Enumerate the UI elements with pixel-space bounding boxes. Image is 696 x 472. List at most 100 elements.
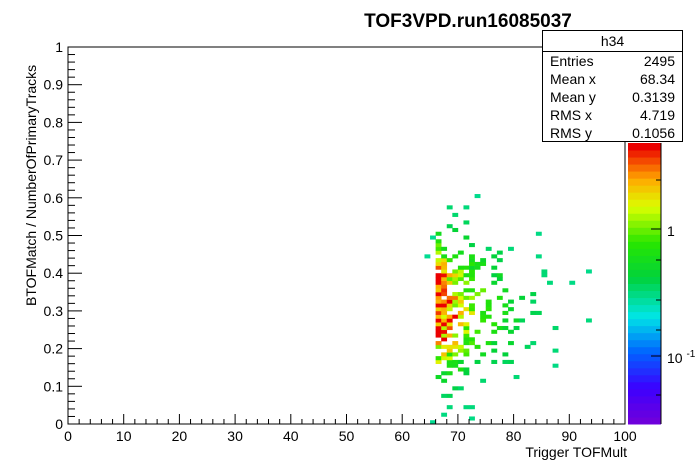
colorbar-swatch xyxy=(628,150,661,158)
heatmap-cell xyxy=(480,318,487,323)
heatmap-cell xyxy=(535,231,542,236)
x-tick-label: 20 xyxy=(172,428,188,444)
colorbar-swatch xyxy=(628,290,661,299)
colorbar-swatch xyxy=(628,276,661,284)
heatmap-cell xyxy=(485,314,492,319)
heatmap-cell xyxy=(480,378,487,383)
heatmap-cell xyxy=(480,258,487,263)
heatmap-cell xyxy=(463,341,470,346)
heatmap-cell xyxy=(469,269,475,274)
heatmap-cell xyxy=(435,341,442,346)
heatmap-cell xyxy=(463,352,470,357)
heatmap-cell xyxy=(435,261,442,266)
heatmap-cell xyxy=(463,329,470,334)
heatmap-cell xyxy=(508,341,514,346)
stats-row-entries: Entries 2495 xyxy=(543,52,682,70)
heatmap-cell xyxy=(446,280,453,285)
heatmap-cell xyxy=(446,314,453,319)
heatmap-cell xyxy=(435,318,442,323)
heatmap-cell xyxy=(502,325,509,331)
heatmap-cell xyxy=(441,246,448,251)
colorbar-swatch xyxy=(628,213,661,221)
heatmap-cell xyxy=(441,273,448,278)
stats-row-rms-x: RMS x 4.719 xyxy=(543,106,682,124)
heatmap-cell xyxy=(452,303,459,308)
colorbar-swatch xyxy=(628,185,661,193)
heatmap-cell xyxy=(508,299,514,304)
heatmap-cell xyxy=(491,329,498,334)
heatmap-cell xyxy=(446,352,453,357)
colorbar-swatch xyxy=(628,192,661,200)
heatmap-cell xyxy=(452,363,459,368)
heatmap-cell xyxy=(446,295,453,300)
heatmap-cell xyxy=(452,333,459,338)
heatmap-cell xyxy=(441,265,448,270)
heatmap-cell xyxy=(496,276,503,282)
heatmap-cell xyxy=(491,348,498,353)
x-tick-label: 60 xyxy=(394,428,410,444)
stats-value: 0.3139 xyxy=(632,89,675,105)
colorbar-swatch xyxy=(628,304,661,313)
heatmap-cell xyxy=(469,295,475,300)
heatmap-cell xyxy=(463,322,470,327)
colorbar-swatch xyxy=(628,409,661,418)
heatmap-cell xyxy=(485,303,492,308)
heatmap-cell xyxy=(508,307,514,312)
heatmap-cell xyxy=(452,341,459,346)
heatmap-cell xyxy=(441,393,448,398)
colorbar-swatch xyxy=(628,206,661,214)
heatmap-cell xyxy=(463,205,470,210)
heatmap-cell xyxy=(480,261,487,266)
heatmap-cell xyxy=(569,280,576,285)
heatmap-cell xyxy=(552,325,559,331)
colorbar-swatch xyxy=(628,297,661,306)
stats-value: 68.34 xyxy=(639,71,675,87)
heatmap-cell xyxy=(552,348,559,353)
heatmap-cell xyxy=(485,341,492,346)
heatmap-cells xyxy=(424,194,592,425)
heatmap-cell xyxy=(463,337,470,342)
heatmap-cell xyxy=(469,310,475,315)
heatmap-cell xyxy=(441,314,448,319)
heatmap-cell xyxy=(496,258,503,263)
x-tick-label: 10 xyxy=(116,428,132,444)
heatmap-cell xyxy=(469,261,475,266)
heatmap-cell xyxy=(491,265,498,270)
heatmap-cell xyxy=(480,352,487,357)
heatmap-cell xyxy=(441,337,448,342)
heatmap-cell xyxy=(586,269,592,274)
heatmap-cell xyxy=(452,299,459,304)
heatmap-cell xyxy=(513,325,520,331)
heatmap-cell xyxy=(435,273,442,278)
heatmap-cell xyxy=(519,295,526,300)
heatmap-cell xyxy=(452,269,459,274)
heatmap-cell xyxy=(491,341,498,346)
heatmap-cell xyxy=(457,265,464,270)
heatmap-cell xyxy=(463,405,470,410)
colorbar-swatch xyxy=(628,339,661,348)
colorbar-label-10-exp: -1 xyxy=(686,349,695,360)
heatmap-cell xyxy=(435,292,442,297)
heatmap-cell xyxy=(469,265,475,270)
y-tick-label: 0.8 xyxy=(44,114,64,130)
heatmap-cell xyxy=(446,205,453,210)
colorbar-swatch xyxy=(628,255,661,263)
colorbar-swatch xyxy=(628,353,661,362)
x-tick-label: 0 xyxy=(64,428,72,444)
heatmap-cell xyxy=(530,292,537,297)
heatmap-cell xyxy=(519,318,526,323)
heatmap-cell xyxy=(435,310,442,315)
heatmap-cell xyxy=(508,329,514,334)
heatmap-cell xyxy=(441,284,448,289)
heatmap-cell xyxy=(446,363,453,368)
y-axis-title: BTOFMatch / NumberOfPrimaryTracks xyxy=(23,65,39,306)
heatmap-cell xyxy=(452,212,459,217)
heatmap-cell xyxy=(435,314,442,319)
heatmap-cell xyxy=(463,265,470,270)
heatmap-cell xyxy=(441,288,448,293)
heatmap-cell xyxy=(441,276,448,282)
heatmap-cell xyxy=(435,231,442,236)
colorbar-swatch xyxy=(628,367,661,376)
heatmap-cell xyxy=(457,276,464,282)
y-tick-label: 0.9 xyxy=(44,77,64,93)
